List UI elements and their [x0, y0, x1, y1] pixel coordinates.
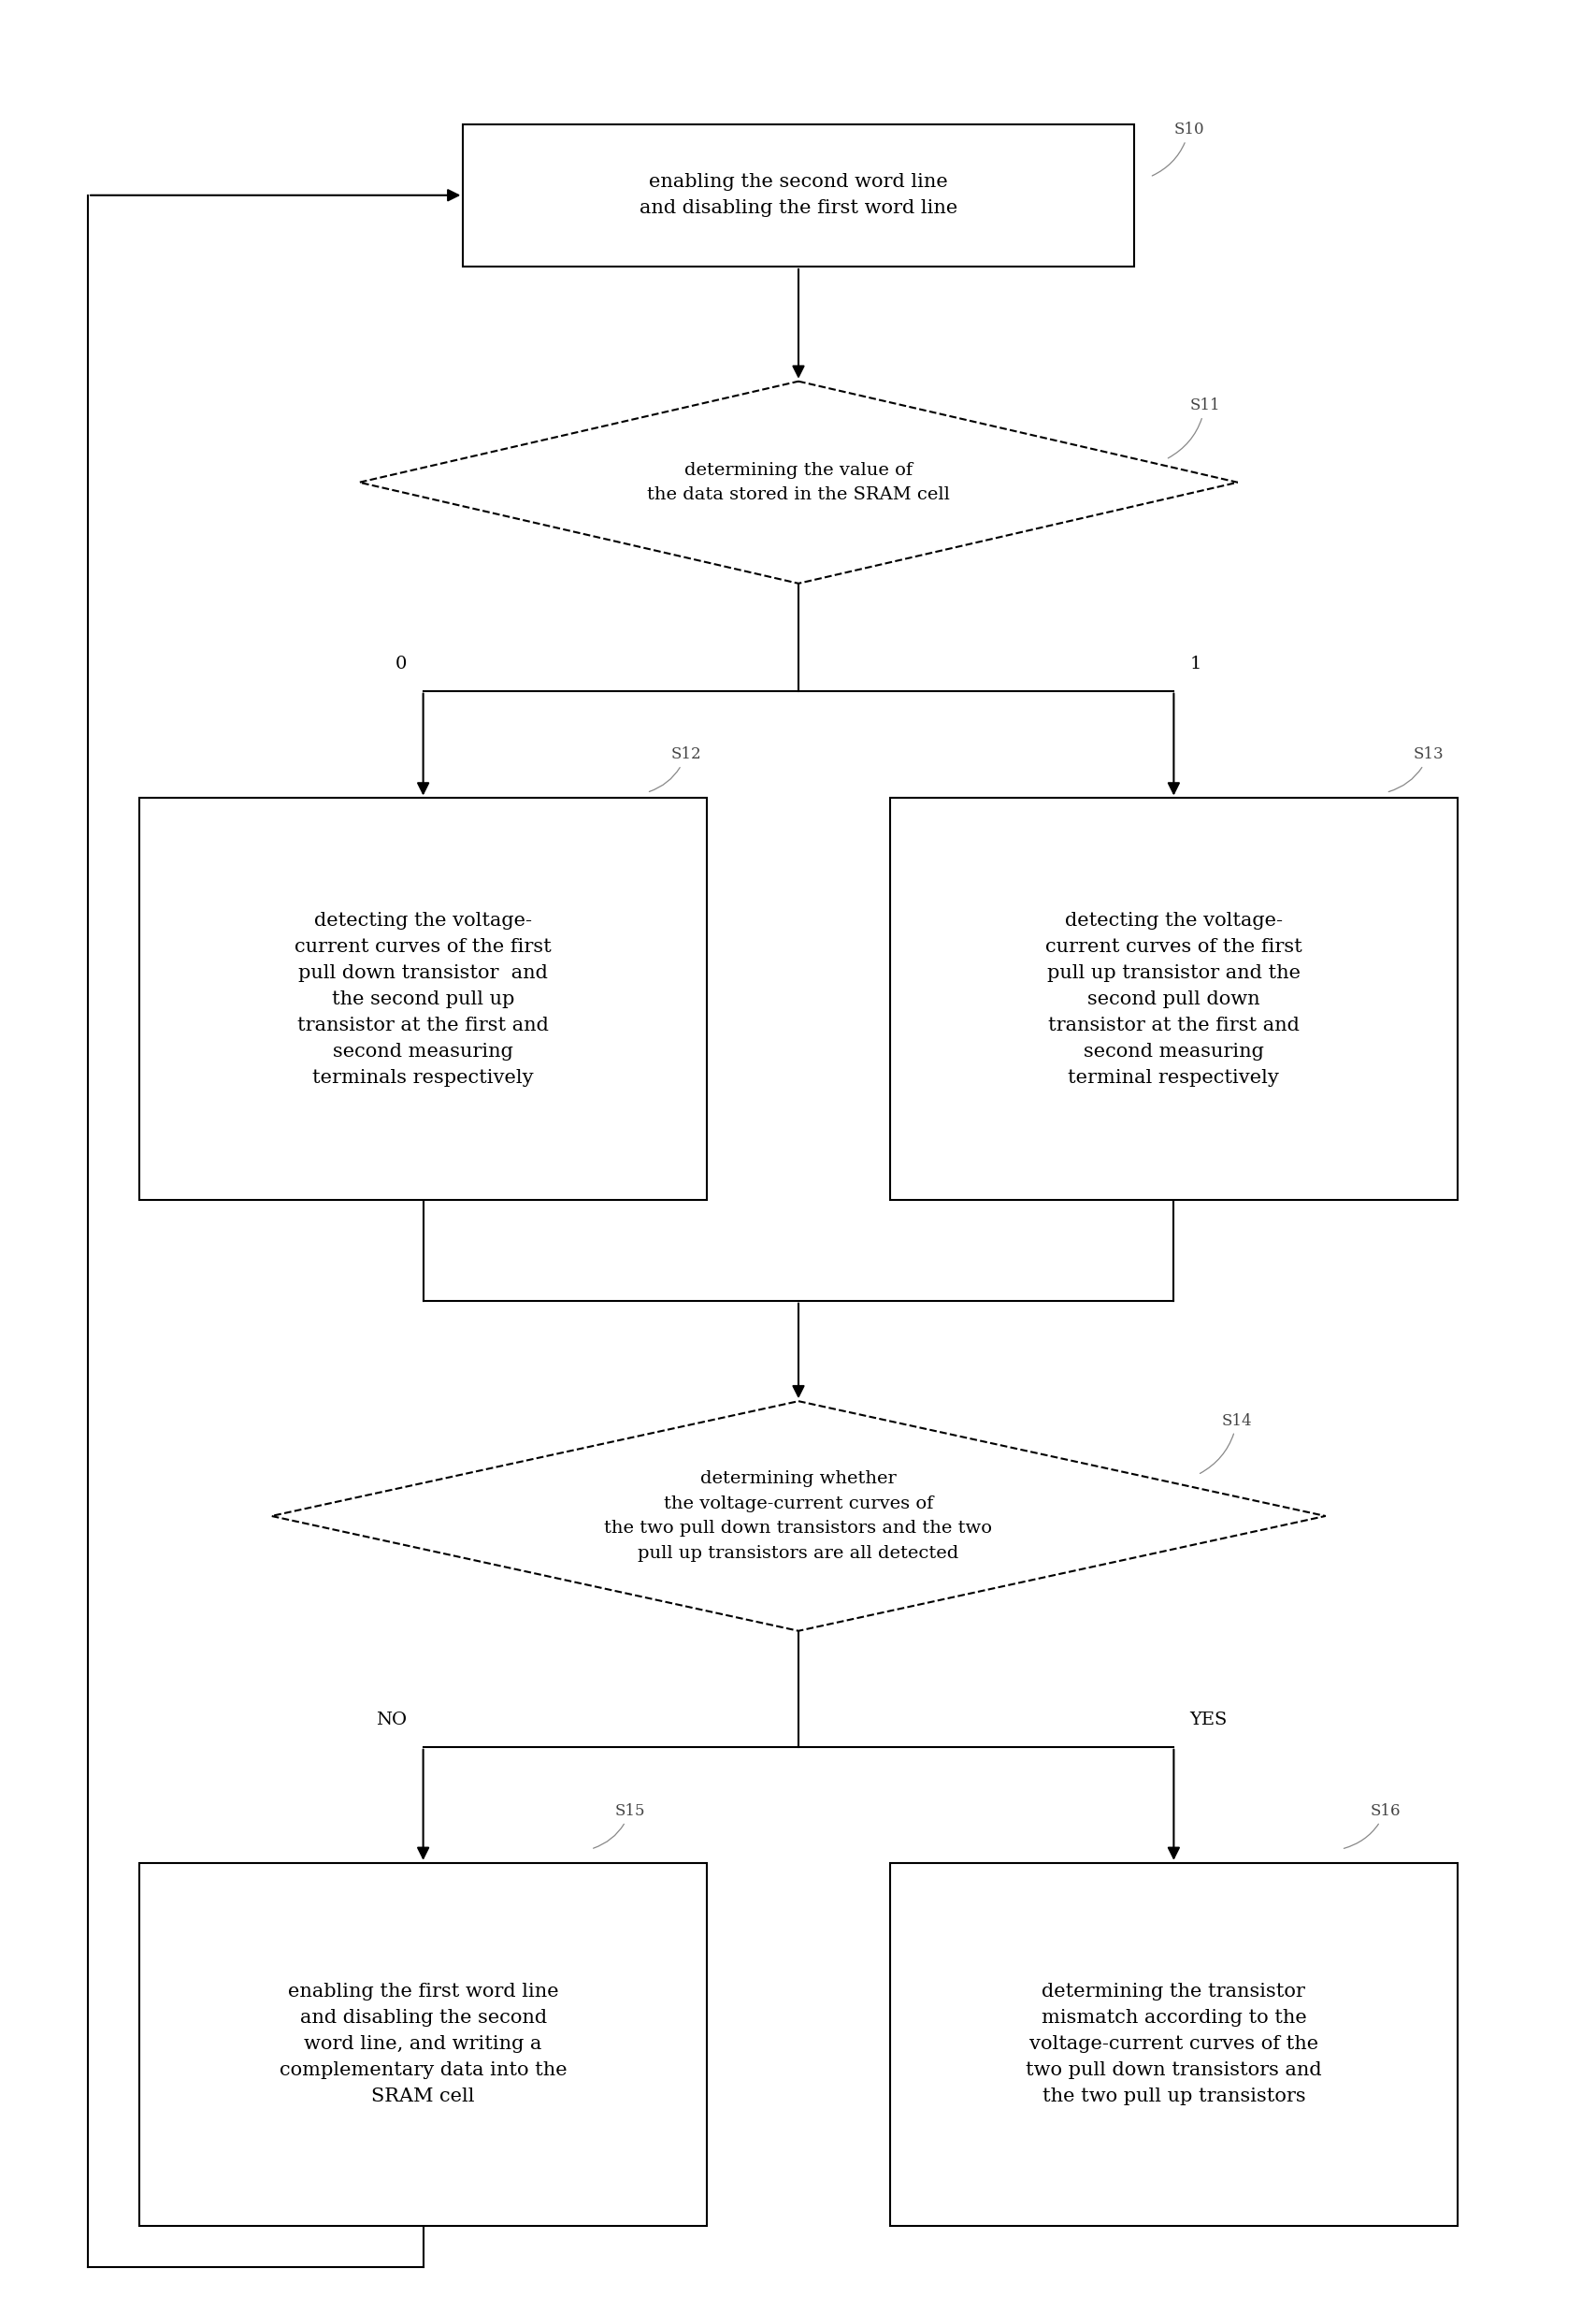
- Text: S12: S12: [650, 747, 701, 792]
- Text: determining the transistor
mismatch according to the
voltage-current curves of t: determining the transistor mismatch acco…: [1025, 1982, 1321, 2106]
- Text: 1: 1: [1189, 655, 1200, 673]
- Text: S15: S15: [594, 1803, 645, 1849]
- FancyBboxPatch shape: [891, 1863, 1456, 2226]
- Polygon shape: [359, 381, 1237, 583]
- Polygon shape: [271, 1401, 1325, 1631]
- Text: S10: S10: [1151, 122, 1203, 177]
- FancyBboxPatch shape: [891, 799, 1456, 1201]
- Text: detecting the voltage-
current curves of the first
pull down transistor  and
the: detecting the voltage- current curves of…: [295, 912, 551, 1086]
- Text: S11: S11: [1167, 397, 1219, 457]
- Text: YES: YES: [1189, 1711, 1227, 1727]
- Text: S14: S14: [1199, 1413, 1251, 1472]
- Text: enabling the second word line
and disabling the first word line: enabling the second word line and disabl…: [638, 172, 958, 218]
- Text: determining the value of
the data stored in the SRAM cell: determining the value of the data stored…: [646, 462, 950, 503]
- Text: detecting the voltage-
current curves of the first
pull up transistor and the
se: detecting the voltage- current curves of…: [1045, 912, 1301, 1086]
- Text: S16: S16: [1344, 1803, 1400, 1849]
- Text: NO: NO: [377, 1711, 407, 1727]
- FancyBboxPatch shape: [463, 124, 1133, 266]
- FancyBboxPatch shape: [140, 799, 707, 1201]
- Text: 0: 0: [396, 655, 407, 673]
- Text: S13: S13: [1389, 747, 1443, 792]
- FancyBboxPatch shape: [140, 1863, 707, 2226]
- Text: determining whether
the voltage-current curves of
the two pull down transistors : determining whether the voltage-current …: [605, 1470, 991, 1562]
- Text: enabling the first word line
and disabling the second
word line, and writing a
c: enabling the first word line and disabli…: [279, 1982, 567, 2106]
